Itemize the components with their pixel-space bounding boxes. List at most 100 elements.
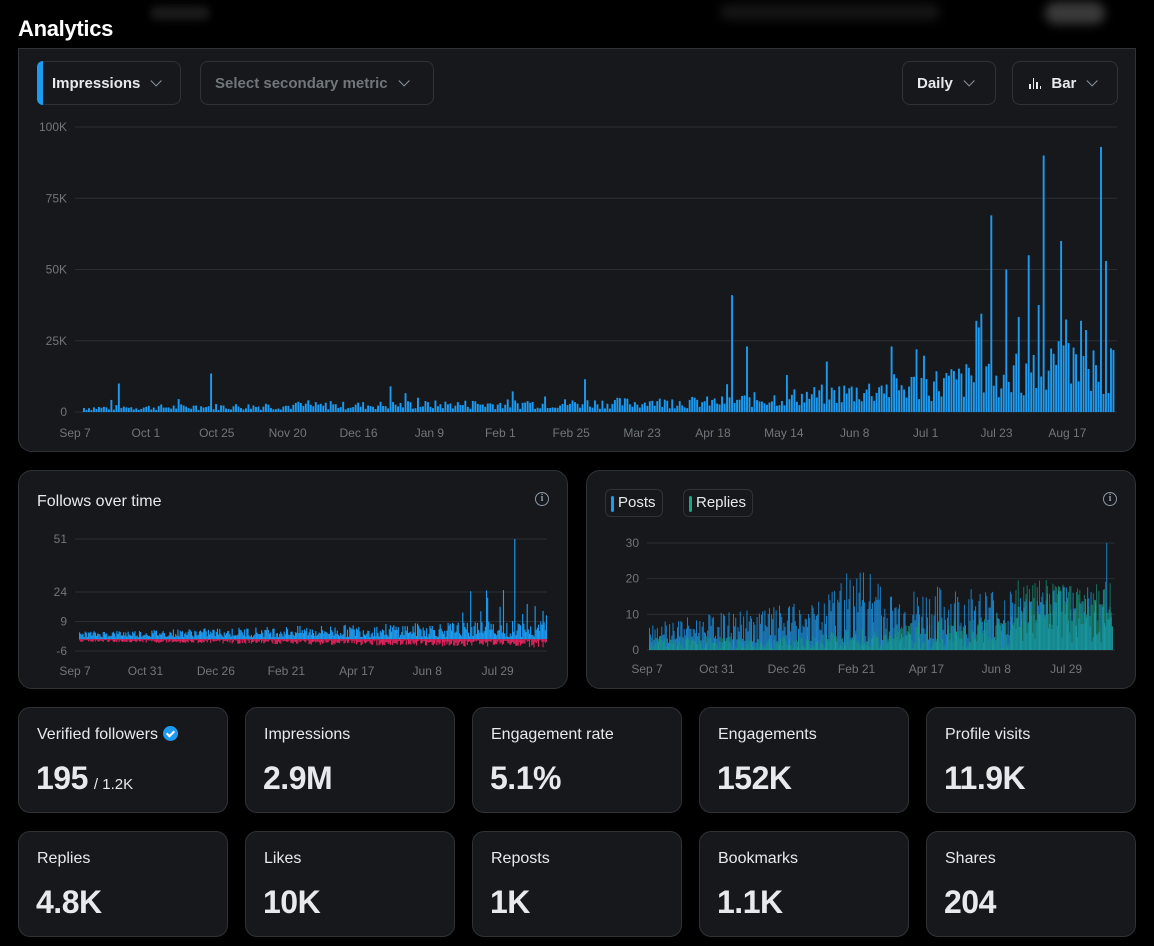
follows-bar: [277, 637, 280, 640]
unfollows-bar: [435, 639, 437, 641]
follows-bar: [265, 630, 267, 640]
posts-bar: [940, 590, 942, 650]
unfollows-bar: [103, 639, 105, 640]
unfollows-bar: [490, 639, 492, 643]
unfollows-bar: [509, 639, 511, 646]
unfollows-bar: [488, 639, 490, 642]
impressions-bar: [828, 399, 831, 412]
stat-verified-followers[interactable]: Verified followers 195/ 1.2K: [18, 707, 228, 813]
replies-bar: [989, 619, 991, 650]
stat-shares[interactable]: Shares 204: [926, 831, 1136, 937]
follows-bar: [521, 636, 523, 640]
replies-bar: [932, 639, 934, 650]
stat-engagements[interactable]: Engagements 152K: [699, 707, 909, 813]
legend-replies[interactable]: Replies: [683, 489, 754, 517]
impressions-bar: [711, 400, 714, 412]
stat-engagement-rate[interactable]: Engagement rate 5.1%: [472, 707, 682, 813]
impressions-bar: [1032, 354, 1035, 412]
replies-bar: [805, 640, 807, 650]
replies-bar: [894, 634, 896, 650]
unfollows-bar: [505, 639, 507, 642]
primary-metric-select[interactable]: Impressions: [37, 61, 181, 105]
follows-bar: [257, 634, 259, 640]
follows-bar: [303, 629, 306, 640]
legend-posts[interactable]: Posts: [605, 489, 663, 517]
unfollows-bar: [502, 639, 505, 644]
follows-bar: [454, 632, 456, 640]
follows-bar: [437, 636, 439, 640]
unfollows-bar: [473, 639, 475, 642]
replies-bar: [1046, 585, 1048, 650]
replies-bar: [906, 631, 908, 650]
impressions-bar: [1092, 350, 1095, 412]
x-tick-label: Jan 9: [415, 426, 445, 440]
chart-type-select[interactable]: Bar: [1012, 61, 1118, 105]
posts-bar: [710, 625, 712, 650]
replies-bar: [1105, 581, 1107, 650]
replies-bar: [1097, 620, 1099, 650]
follows-bar: [481, 622, 483, 640]
replies-bar: [709, 638, 711, 650]
unfollows-bar: [544, 639, 546, 644]
follows-bar: [239, 629, 241, 640]
posts-bar: [966, 634, 968, 650]
posts-bar: [759, 623, 761, 650]
posts-bar: [819, 629, 821, 650]
replies-bar: [722, 646, 724, 650]
follows-bar: [497, 630, 499, 640]
impressions-bar: [92, 407, 95, 412]
unfollows-bar: [309, 639, 311, 644]
impressions-bar: [1107, 393, 1110, 412]
replies-bar: [680, 644, 682, 650]
replies-bar: [1072, 619, 1074, 650]
posts-bar: [881, 615, 882, 650]
follows-bar: [192, 635, 194, 640]
follows-bar: [443, 633, 445, 640]
replies-bar: [1106, 613, 1108, 650]
info-icon[interactable]: i: [1103, 492, 1117, 506]
follows-bar: [368, 631, 370, 640]
replies-bar: [735, 647, 737, 650]
unfollows-bar: [324, 639, 326, 641]
stat-replies[interactable]: Replies 4.8K: [18, 831, 228, 937]
stat-impressions[interactable]: Impressions 2.9M: [245, 707, 455, 813]
secondary-metric-select[interactable]: Select secondary metric: [200, 61, 434, 105]
unfollows-bar: [365, 639, 367, 644]
stat-bookmarks[interactable]: Bookmarks 1.1K: [699, 831, 909, 937]
info-icon[interactable]: i: [535, 492, 549, 506]
unfollows-bar: [359, 639, 361, 642]
unfollows-bar: [534, 639, 536, 642]
impressions-bar: [703, 401, 706, 412]
follows-bar: [228, 630, 230, 640]
replies-bar: [1107, 612, 1109, 650]
impressions-bar: [718, 404, 721, 412]
interval-select[interactable]: Daily: [902, 61, 996, 105]
replies-bar: [938, 621, 940, 650]
unfollows-bar: [219, 639, 221, 642]
replies-bar: [668, 647, 669, 650]
replies-bar: [971, 630, 973, 650]
stat-likes[interactable]: Likes 10K: [245, 831, 455, 937]
unfollows-bar: [118, 639, 120, 643]
unfollows-bar: [188, 639, 190, 641]
follows-bar: [177, 629, 179, 640]
unfollows-bar: [405, 639, 407, 645]
posts-bar: [711, 618, 713, 650]
unfollows-bar: [172, 639, 174, 642]
unfollows-bar: [361, 639, 363, 645]
follows-bar: [250, 634, 252, 640]
replies-bar: [811, 645, 813, 650]
replies-bar: [1017, 580, 1019, 650]
stat-profile-visits[interactable]: Profile visits 11.9K: [926, 707, 1136, 813]
unfollows-bar: [333, 639, 335, 644]
replies-bar: [1047, 614, 1049, 650]
stat-label: Replies: [37, 850, 91, 867]
impressions-bar: [269, 407, 272, 412]
chart-type-label: Bar: [1051, 74, 1077, 92]
follows-bar: [363, 634, 365, 640]
replies-bar: [746, 645, 748, 650]
impressions-bar: [494, 409, 497, 412]
unfollows-bar: [215, 639, 217, 641]
stat-reposts[interactable]: Reposts 1K: [472, 831, 682, 937]
replies-bar: [1032, 585, 1034, 650]
